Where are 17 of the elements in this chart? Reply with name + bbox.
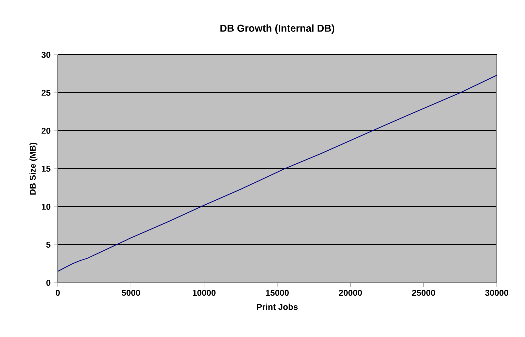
- y-axis-title: DB Size (MB): [30, 142, 38, 195]
- y-tick-label: 20: [42, 128, 51, 134]
- chart-title: DB Growth (Internal DB): [220, 24, 334, 34]
- x-axis-title: Print Jobs: [257, 304, 298, 310]
- y-tick-label: 25: [42, 90, 51, 96]
- x-tick-label: 0: [56, 290, 60, 296]
- y-tick-label: 10: [42, 204, 51, 210]
- x-tick-label: 20000: [339, 290, 362, 296]
- x-tick-label: 15000: [266, 290, 289, 296]
- y-tick-label: 0: [46, 280, 51, 286]
- y-tick-label: 30: [42, 52, 51, 58]
- y-tick-label: 15: [42, 166, 51, 172]
- x-tick-label: 25000: [412, 290, 436, 296]
- x-tick-label: 30000: [485, 290, 508, 296]
- x-tick-label: 10000: [193, 290, 216, 296]
- x-tick-label: 5000: [122, 290, 140, 296]
- y-tick-label: 5: [46, 242, 51, 248]
